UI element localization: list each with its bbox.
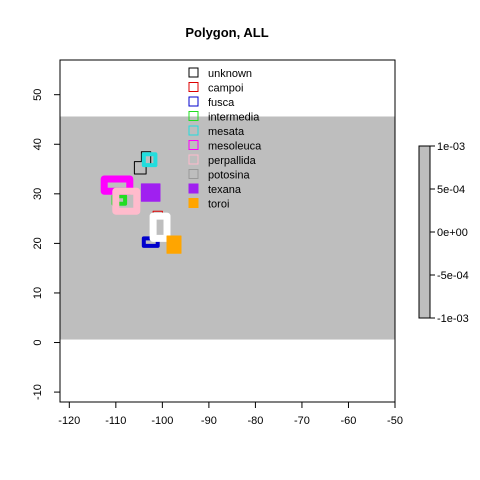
- x-tick-label: -50: [387, 415, 403, 427]
- y-tick-label: -10: [32, 384, 44, 400]
- legend-swatch-fusca: [188, 96, 199, 107]
- colorbar-box: [418, 145, 431, 319]
- legend-label-fusca: fusca: [208, 97, 235, 109]
- x-tick-label: -90: [201, 415, 217, 427]
- y-tick-label: 40: [32, 138, 44, 150]
- plot-area: -120 -110 -100 -90 -80 -70 -60 -50-100102030405…: [32, 59, 403, 427]
- polygon-perpallida: [112, 187, 141, 215]
- legend-label-intermedia: intermedia: [208, 112, 260, 124]
- legend-label-campoi: campoi: [208, 83, 243, 95]
- x-tick-label: -60: [341, 415, 357, 427]
- x-tick-label: -70: [294, 415, 310, 427]
- legend-label-mesata: mesata: [208, 126, 245, 138]
- legend-swatch-potosina: [188, 169, 199, 179]
- legend-swatch-perpallida: [188, 154, 199, 165]
- legend-swatch-unknown: [188, 67, 199, 78]
- x-tick-label: -110: [105, 415, 126, 427]
- legend-swatch-mesoleuca: [188, 140, 199, 150]
- colorbar: 1e-03 5e-04 0e+00 -5e-04 -1e-03: [418, 141, 469, 325]
- colorbar-tick-label: 0e+00: [437, 227, 468, 239]
- legend: unknown campoi fusca intermedia mesata mesole…: [188, 67, 262, 211]
- colorbar-tick-label: 1e-03: [437, 141, 465, 153]
- y-tick-label: 20: [32, 237, 44, 249]
- chart-title: Polygon, ALL: [185, 25, 268, 40]
- colorbar-tick-label: -1e-03: [437, 313, 469, 325]
- legend-swatch-toroi: [188, 198, 199, 208]
- legend-label-unknown: unknown: [208, 68, 252, 80]
- polygon-toroi: [166, 235, 182, 254]
- x-tick-label: -80: [247, 415, 263, 427]
- legend-label-mesoleuca: mesoleuca: [208, 141, 262, 153]
- legend-label-potosina: potosina: [208, 170, 250, 182]
- plot-content: [60, 116, 395, 340]
- polygon-mesata: [141, 152, 158, 168]
- raster-band: [60, 116, 395, 340]
- legend-swatch-texana: [188, 183, 199, 194]
- polygon-potosina: [149, 212, 171, 242]
- y-tick-label: 0: [32, 339, 44, 345]
- y-tick-label: 30: [32, 188, 44, 200]
- y-tick-label: 10: [32, 287, 44, 299]
- x-axis: -120 -110 -100 -90 -80 -70 -60 -50: [58, 401, 403, 427]
- x-tick-label: -120: [58, 415, 80, 427]
- legend-swatch-intermedia: [188, 111, 199, 121]
- colorbar-tick-label: -5e-04: [437, 270, 469, 282]
- legend-label-texana: texana: [208, 184, 242, 196]
- x-tick-label: -100: [151, 415, 173, 427]
- polygon-unknown: [133, 151, 152, 175]
- polygon-texana: [140, 183, 161, 202]
- y-axis: -10 0 10 20 30 40 50: [32, 89, 61, 400]
- legend-swatch-mesata: [188, 125, 199, 136]
- legend-label-perpallida: perpallida: [208, 155, 257, 167]
- colorbar-tick-label: 5e-04: [437, 184, 465, 196]
- y-tick-label: 50: [32, 89, 44, 101]
- legend-label-toroi: toroi: [208, 199, 229, 211]
- legend-swatch-campoi: [188, 82, 199, 92]
